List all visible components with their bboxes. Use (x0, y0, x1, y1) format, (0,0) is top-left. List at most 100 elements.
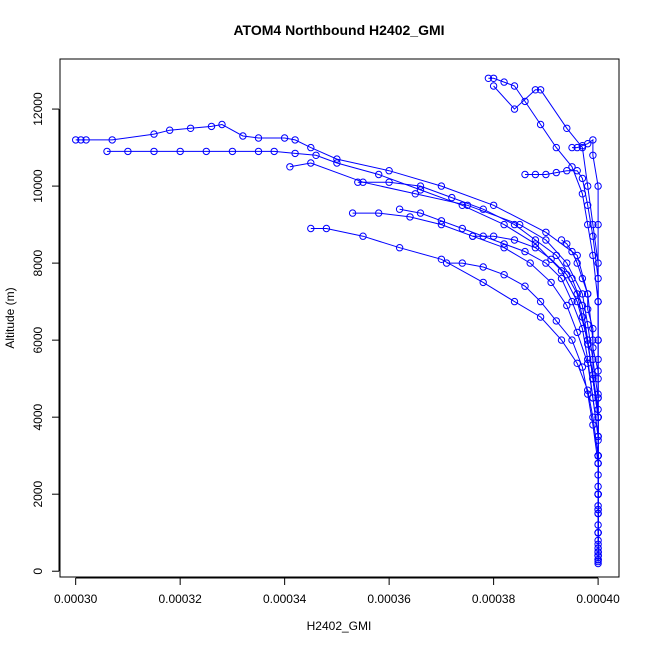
data-point (448, 193, 456, 202)
data-point (437, 182, 446, 190)
data-point (239, 132, 247, 140)
data-point (594, 559, 602, 568)
data-point (176, 147, 184, 156)
data-point (416, 209, 425, 217)
y-axis: 0 2000 4000 6000 8000 10000 12000 (31, 92, 60, 575)
data-point (563, 167, 571, 175)
data-point (469, 232, 477, 240)
data-point (563, 124, 571, 133)
x-axis: 0.00030 0.00032 0.00034 0.00036 0.00038 0.000… (54, 577, 620, 606)
x-tick-label: 0.00040 (576, 592, 620, 606)
plot-frame (59, 58, 620, 578)
data-point (563, 301, 571, 310)
data-point (552, 143, 560, 152)
data-point (489, 82, 498, 90)
data-point (578, 313, 587, 321)
data-point (500, 78, 508, 86)
data-point (186, 124, 195, 133)
data-point (573, 167, 581, 175)
data-point (552, 317, 560, 325)
data-point (385, 178, 393, 186)
data-point (521, 282, 529, 290)
series-line (399, 208, 599, 549)
data-point (103, 147, 111, 156)
data-point (542, 259, 550, 267)
data-point (375, 209, 383, 217)
data-point (510, 105, 519, 113)
data-point (547, 278, 555, 287)
data-point (578, 363, 587, 371)
data-point (589, 344, 597, 352)
data-point (584, 182, 592, 190)
data-point (489, 232, 498, 240)
data-point (589, 220, 597, 229)
y-tick-label: 4000 (31, 404, 45, 431)
data-point (354, 178, 362, 186)
data-point (568, 247, 576, 256)
series-layer (72, 74, 602, 568)
data-point (568, 336, 576, 344)
data-point (578, 143, 587, 152)
data-point (500, 271, 508, 279)
data-point (437, 217, 446, 225)
data-point (578, 274, 587, 283)
data-point (578, 290, 587, 298)
data-point (72, 136, 80, 144)
data-point (228, 147, 237, 156)
data-point (589, 413, 597, 421)
data-point (166, 126, 174, 134)
data-point (322, 224, 331, 233)
data-series (568, 136, 602, 537)
data-point (307, 224, 315, 233)
data-point (437, 220, 446, 229)
data-point (557, 236, 566, 244)
data-point (536, 297, 545, 306)
data-point (479, 263, 487, 271)
data-point (458, 259, 466, 267)
data-point (312, 151, 320, 160)
data-point (594, 182, 602, 190)
data-point (359, 232, 367, 240)
data-point (568, 297, 576, 306)
data-point (594, 529, 602, 537)
data-point (536, 313, 545, 321)
data-point (557, 267, 566, 275)
data-point (270, 147, 278, 156)
data-point (542, 236, 550, 244)
data-point (202, 147, 211, 156)
data-point (589, 151, 597, 160)
data-point (573, 259, 581, 267)
data-point (333, 159, 341, 167)
data-point (458, 224, 466, 233)
data-point (526, 259, 534, 267)
data-point (395, 205, 404, 213)
data-point (568, 143, 576, 152)
data-point (594, 452, 602, 460)
data-point (584, 201, 592, 210)
data-point (207, 122, 216, 131)
data-point (333, 155, 341, 163)
data-point (552, 168, 560, 177)
data-point (280, 134, 289, 142)
data-point (584, 305, 592, 313)
data-point (385, 167, 393, 175)
data-point (578, 324, 587, 333)
data-point (500, 240, 508, 248)
x-tick-label: 0.00034 (263, 592, 307, 606)
data-point (573, 290, 581, 298)
y-tick-label: 12000 (31, 92, 45, 126)
data-point (395, 244, 404, 252)
data-point (500, 220, 508, 229)
data-point (479, 278, 487, 287)
data-point (563, 259, 571, 267)
data-point (578, 301, 587, 310)
data-point (254, 147, 263, 156)
data-point (437, 255, 446, 263)
data-point (416, 182, 425, 190)
y-tick-label: 6000 (31, 326, 45, 353)
data-point (542, 228, 550, 237)
data-point (557, 274, 566, 283)
data-point (573, 143, 581, 152)
data-point (542, 170, 550, 179)
data-point (557, 336, 566, 344)
